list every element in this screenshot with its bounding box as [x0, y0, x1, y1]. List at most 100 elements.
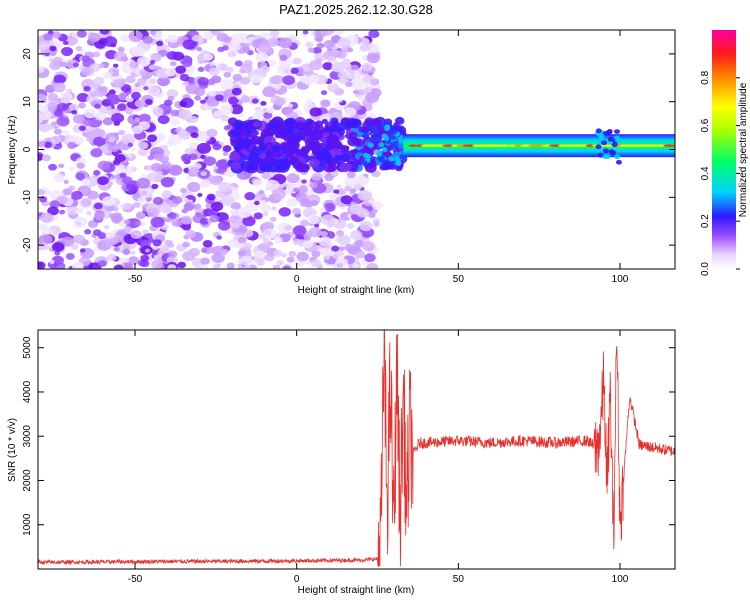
spectral-blob — [38, 109, 52, 121]
spectral-blob — [81, 66, 94, 77]
spectral-blob — [213, 110, 222, 117]
spectral-blob — [376, 151, 383, 157]
spectral-blob — [157, 76, 170, 87]
spectral-blob — [262, 221, 275, 231]
spectral-blob — [103, 36, 118, 47]
spectral-blob — [217, 46, 225, 53]
x-tick-label: 50 — [453, 574, 465, 585]
spectral-blob — [203, 156, 217, 166]
spectral-blob — [322, 154, 334, 164]
spectral-blob — [183, 202, 195, 212]
spectral-blob — [225, 124, 233, 130]
spectral-blob — [123, 225, 133, 233]
spectral-blob — [80, 198, 92, 207]
spectral-blob — [259, 203, 271, 213]
spectral-blob — [228, 96, 239, 105]
spectral-blob — [311, 172, 322, 181]
spectral-blob — [193, 203, 202, 210]
spectral-blob — [320, 99, 331, 108]
spectral-blob — [615, 159, 622, 165]
spectral-blob — [393, 122, 400, 128]
x-tick-label: 0 — [294, 274, 300, 285]
spectral-blob — [93, 136, 106, 147]
spectral-blob — [331, 120, 339, 127]
spectral-blob — [170, 61, 177, 67]
spectral-blob — [344, 124, 352, 131]
spectral-blob — [49, 45, 57, 52]
spectral-blob — [252, 179, 263, 187]
spectral-blob — [148, 64, 156, 71]
spectral-blob — [370, 78, 379, 86]
spectral-blob — [73, 216, 88, 228]
spectral-blob — [307, 47, 315, 53]
tone-core — [564, 144, 575, 147]
spectral-blob — [598, 132, 605, 138]
spectral-blob — [372, 137, 379, 143]
spectral-blob — [97, 176, 109, 186]
spectral-blob — [262, 86, 277, 98]
spectral-blob — [112, 159, 121, 166]
spectral-blob — [236, 121, 243, 127]
spectral-blob — [271, 206, 277, 211]
spectral-blob — [59, 61, 67, 68]
spectral-blob — [312, 47, 322, 55]
spectral-blob — [229, 215, 240, 224]
spectral-blob — [258, 143, 268, 152]
spectral-blob — [322, 62, 334, 71]
spectral-blob — [167, 264, 177, 269]
colorbar-tick-label: 0.0 — [700, 262, 711, 276]
spectral-blob — [384, 124, 391, 130]
colorbar-tick-label: 0.6 — [700, 118, 711, 132]
spectral-blob — [281, 253, 287, 258]
spectral-blob — [226, 262, 235, 269]
spectral-blob — [182, 241, 190, 248]
spectrogram-image — [38, 30, 675, 269]
spectral-blob — [97, 260, 107, 267]
spectral-blob — [607, 136, 614, 142]
spectral-blob — [110, 174, 116, 179]
spectral-blob — [52, 215, 59, 221]
spectral-blob — [361, 62, 373, 72]
spectral-blob — [38, 234, 53, 245]
spectral-blob — [327, 83, 340, 93]
spectral-blob — [209, 214, 220, 223]
colorbar-tick-label: 0.8 — [700, 70, 711, 84]
spectral-blob — [95, 112, 107, 121]
spectral-blob — [292, 207, 301, 215]
spectral-blob — [94, 103, 101, 109]
spectral-blob — [303, 240, 314, 249]
spectral-blob — [307, 214, 320, 225]
colorbar-tick-label: 0.2 — [700, 214, 711, 228]
spectral-blob — [108, 136, 116, 143]
colorbar-gradient — [712, 30, 736, 269]
spectral-blob — [130, 250, 136, 255]
spectral-blob — [140, 239, 152, 248]
x-tick-label: -50 — [128, 574, 143, 585]
spectral-blob — [227, 50, 237, 58]
spectral-blob — [229, 152, 241, 162]
spectrogram-ticks: -50 0 50 100 -20 -10 0 10 20 — [22, 30, 675, 285]
spectral-blob — [226, 66, 234, 73]
spectral-blob — [300, 148, 308, 155]
spectral-blob — [321, 118, 328, 124]
spectral-blob — [219, 30, 226, 33]
spectral-blob — [320, 90, 328, 96]
spectral-blob — [345, 120, 353, 126]
spectral-blob — [293, 187, 300, 193]
spectral-blob — [66, 88, 73, 94]
spectral-blob — [127, 256, 140, 266]
spectral-blob — [113, 63, 119, 68]
spectral-blob — [244, 192, 256, 201]
spectral-blob — [200, 248, 208, 253]
spectral-blob — [55, 42, 63, 49]
spectral-blob — [167, 34, 179, 43]
spectral-blob — [311, 250, 321, 258]
x-tick-label: 0 — [294, 574, 300, 585]
spectral-blob — [94, 39, 106, 49]
spectral-blob — [113, 264, 124, 269]
spectral-blob — [239, 76, 251, 85]
spectral-blob — [84, 229, 92, 235]
spectral-blob — [162, 193, 170, 200]
spectral-blob — [333, 189, 340, 195]
spectral-blob — [200, 171, 207, 177]
